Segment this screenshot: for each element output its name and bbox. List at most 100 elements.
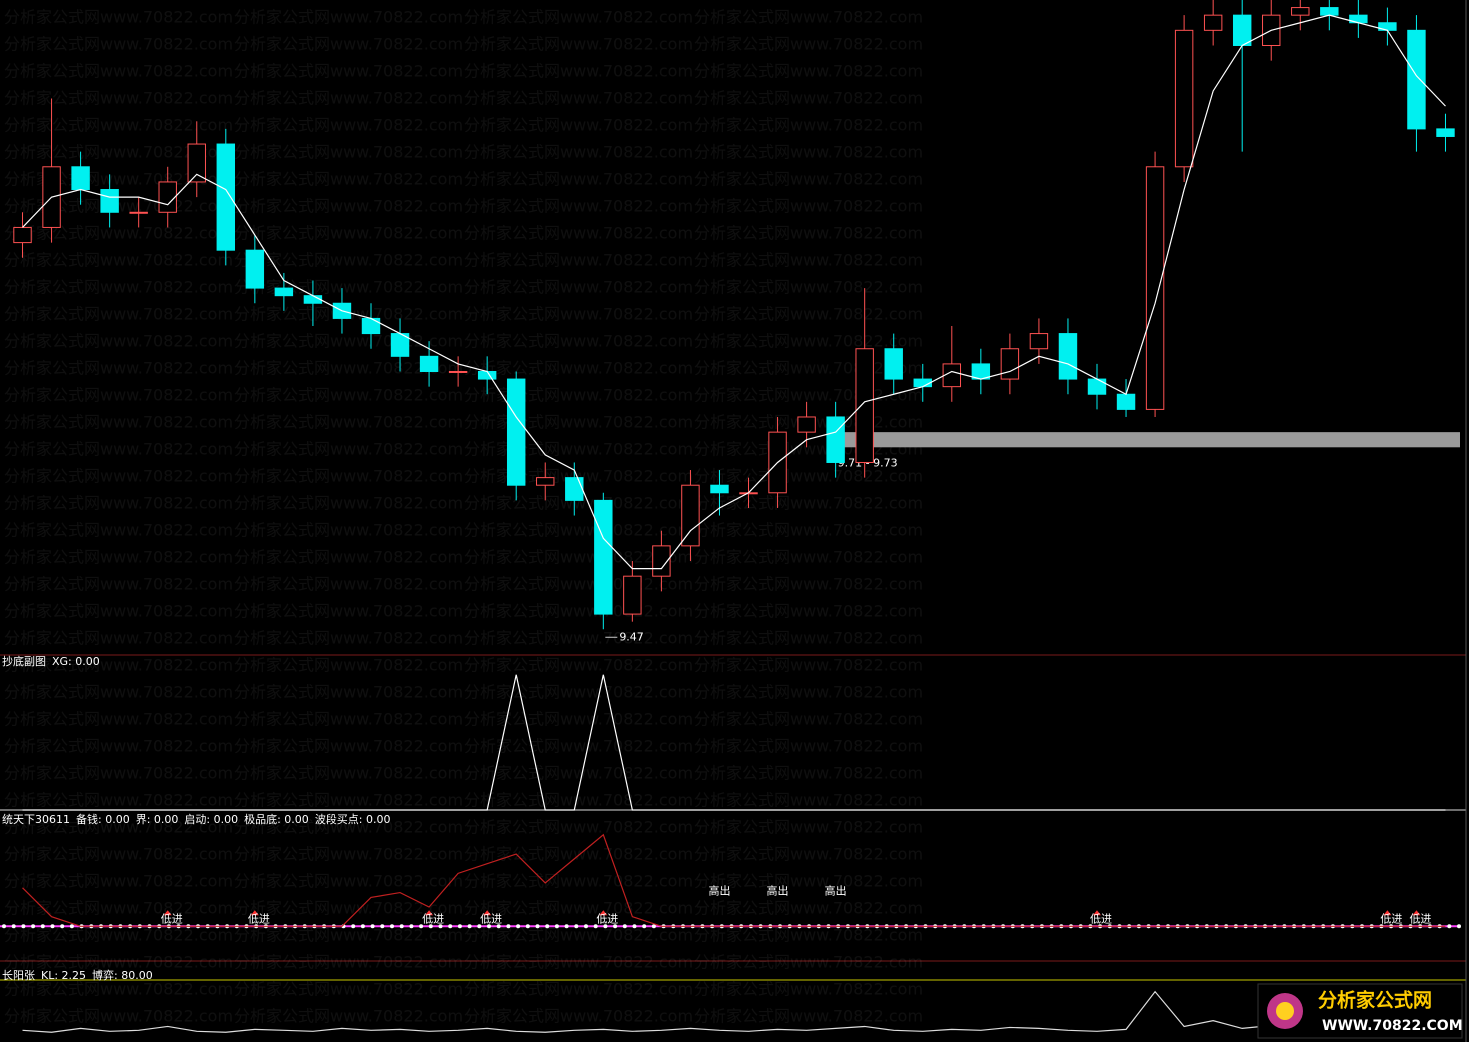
candle-body bbox=[681, 484, 700, 547]
watermark: 分析家公式网www.70822.com bbox=[464, 359, 693, 378]
candle-body bbox=[13, 226, 32, 244]
buy-arrow bbox=[425, 910, 434, 916]
logo-flower-center bbox=[1276, 1002, 1294, 1020]
buy-arrow bbox=[1383, 910, 1392, 916]
watermark: 分析家公式网www.70822.com bbox=[694, 710, 923, 729]
watermark: 分析家公式网www.70822.com bbox=[694, 278, 923, 297]
baseline-dot bbox=[448, 924, 453, 929]
watermark: 分析家公式网www.70822.com bbox=[4, 737, 233, 756]
baseline-dot bbox=[554, 924, 559, 929]
baseline-dot bbox=[477, 924, 482, 929]
watermark: 分析家公式网www.70822.com bbox=[234, 575, 463, 594]
watermark: 分析家公式网www.70822.com bbox=[234, 683, 463, 702]
watermark: 分析家公式网www.70822.com bbox=[464, 899, 693, 918]
baseline-dot bbox=[535, 924, 540, 929]
watermark: 分析家公式网www.70822.com bbox=[694, 575, 923, 594]
candle-body bbox=[1232, 14, 1252, 46]
watermark: 分析家公式网www.70822.com bbox=[464, 656, 693, 675]
price-band bbox=[835, 432, 1460, 448]
panel-title: 统天下30611 bbox=[2, 813, 70, 826]
baseline-dot bbox=[632, 924, 637, 929]
watermark: 分析家公式网www.70822.com bbox=[4, 143, 233, 162]
candle-body bbox=[855, 348, 874, 463]
watermark: 分析家公式网www.70822.com bbox=[234, 980, 463, 999]
legend-item: KL: 2.25 bbox=[41, 969, 86, 982]
watermark: 分析家公式网www.70822.com bbox=[4, 467, 233, 486]
buy-arrow bbox=[1093, 910, 1101, 916]
watermark: 分析家公式网www.70822.com bbox=[234, 413, 463, 432]
baseline-dot bbox=[467, 924, 472, 929]
candle-body bbox=[216, 143, 236, 251]
watermark: 分析家公式网www.70822.com bbox=[234, 791, 463, 810]
baseline-dot bbox=[370, 924, 375, 929]
buy-arrow bbox=[483, 910, 492, 916]
watermark: 分析家公式网www.70822.com bbox=[4, 35, 233, 54]
indicator-line bbox=[22, 990, 1446, 1033]
watermark: 分析家公式网www.70822.com bbox=[234, 116, 463, 135]
watermark: 分析家公式网www.70822.com bbox=[464, 413, 693, 432]
watermark: 分析家公式网www.70822.com bbox=[4, 629, 233, 648]
watermark: 分析家公式网www.70822.com bbox=[4, 278, 233, 297]
legend-item: 波段买点: 0.00 bbox=[315, 812, 391, 826]
watermark: 分析家公式网www.70822.com bbox=[464, 521, 693, 540]
watermark: 分析家公式网www.70822.com bbox=[464, 575, 693, 594]
watermark: 分析家公式网www.70822.com bbox=[694, 656, 923, 675]
buy-signal: 低进 bbox=[1409, 912, 1431, 925]
baseline-dot bbox=[506, 924, 511, 929]
watermark: 分析家公式网www.70822.com bbox=[694, 683, 923, 702]
watermark: 分析家公式网www.70822.com bbox=[234, 89, 463, 108]
watermark: 分析家公式网www.70822.com bbox=[4, 386, 233, 405]
watermark: 分析家公式网www.70822.com bbox=[694, 737, 923, 756]
watermark: 分析家公式网www.70822.com bbox=[234, 656, 463, 675]
low-marker-label: 9.47 bbox=[619, 630, 644, 643]
watermark: 分析家公式网www.70822.com bbox=[234, 737, 463, 756]
baseline-dot bbox=[69, 924, 74, 929]
watermark: 分析家公式网www.70822.com bbox=[234, 494, 463, 513]
baseline-dot bbox=[11, 924, 16, 929]
baseline-dot bbox=[545, 924, 550, 929]
baseline-dot bbox=[613, 924, 618, 929]
watermark: 分析家公式网www.70822.com bbox=[464, 89, 693, 108]
watermark: 分析家公式网www.70822.com bbox=[234, 548, 463, 567]
watermark: 分析家公式网www.70822.com bbox=[4, 440, 233, 459]
baseline-dot bbox=[409, 924, 414, 929]
logo-url: WWW.70822.COM bbox=[1322, 1018, 1463, 1034]
logo: 分析家公式网 WWW.70822.COM bbox=[1257, 983, 1463, 1039]
watermark: 分析家公式网www.70822.com bbox=[694, 818, 923, 837]
watermark: 分析家公式网www.70822.com bbox=[694, 872, 923, 891]
watermark: 分析家公式网www.70822.com bbox=[464, 872, 693, 891]
watermark: 分析家公式网www.70822.com bbox=[4, 332, 233, 351]
candle-body bbox=[419, 355, 439, 372]
baseline-dot bbox=[21, 924, 26, 929]
watermark: 分析家公式网www.70822.com bbox=[464, 845, 693, 864]
watermark: 分析家公式网www.70822.com bbox=[4, 494, 233, 513]
watermark: 分析家公式网www.70822.com bbox=[694, 116, 923, 135]
baseline-dot bbox=[593, 924, 598, 929]
watermark: 分析家公式网www.70822.com bbox=[694, 143, 923, 162]
watermark: 分析家公式网www.70822.com bbox=[4, 89, 233, 108]
watermark: 分析家公式网www.70822.com bbox=[464, 8, 693, 27]
watermark: 分析家公式网www.70822.com bbox=[234, 953, 463, 972]
watermark: 分析家公式网www.70822.com bbox=[464, 494, 693, 513]
baseline-dot bbox=[651, 924, 656, 929]
buy-arrow bbox=[163, 910, 172, 916]
watermark: 分析家公式网www.70822.com bbox=[694, 602, 923, 621]
watermark: 分析家公式网www.70822.com bbox=[694, 467, 923, 486]
watermark: 分析家公式网www.70822.com bbox=[234, 467, 463, 486]
sell-signal: 高出 bbox=[767, 883, 789, 897]
watermark: 分析家公式网www.70822.com bbox=[4, 116, 233, 135]
watermark: 分析家公式网www.70822.com bbox=[234, 710, 463, 729]
watermark: 分析家公式网www.70822.com bbox=[694, 197, 923, 216]
baseline-dot bbox=[60, 924, 65, 929]
watermark: 分析家公式网www.70822.com bbox=[464, 440, 693, 459]
candle-body bbox=[1174, 29, 1194, 168]
watermark: 分析家公式网www.70822.com bbox=[464, 224, 693, 243]
candle-body bbox=[1000, 348, 1020, 380]
watermark: 分析家公式网www.70822.com bbox=[234, 845, 463, 864]
watermark: 分析家公式网www.70822.com bbox=[464, 953, 693, 972]
watermark: 分析家公式网www.70822.com bbox=[234, 251, 463, 270]
watermark: 分析家公式网www.70822.com bbox=[464, 251, 693, 270]
